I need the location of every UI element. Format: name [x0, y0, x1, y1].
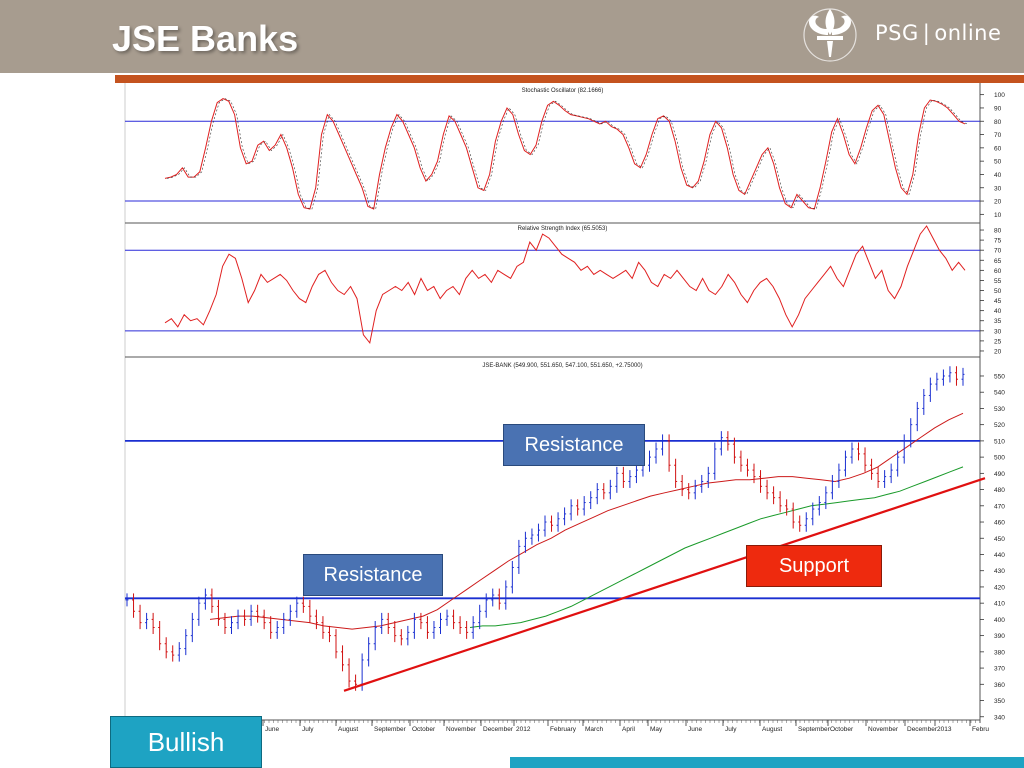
- y-tick-label: 80: [994, 119, 1002, 126]
- y-tick-label: 20: [994, 348, 1002, 355]
- y-tick-label: 70: [994, 132, 1002, 139]
- brand-product: online: [934, 21, 1002, 45]
- x-tick-label: August: [338, 726, 358, 733]
- x-tick-label: June: [265, 726, 279, 733]
- y-tick-label: 510: [994, 438, 1005, 445]
- x-tick-label: April: [622, 726, 636, 733]
- y-tick-label: 460: [994, 520, 1005, 527]
- signal-line: [166, 98, 968, 210]
- charts-svg: Stochastic Oscillator (82.1666) 10 20 30 40 5…: [124, 83, 1005, 733]
- brand-name: PSG: [875, 21, 919, 45]
- y-tick-label: 75: [994, 238, 1002, 245]
- x-tick-label: August: [762, 726, 782, 733]
- bottom-accent-bar: [510, 757, 1024, 768]
- y-tick-label: 100: [994, 92, 1005, 99]
- bullish-label: Bullish: [110, 716, 262, 768]
- y-tick-label: 350: [994, 698, 1005, 705]
- y-tick-label: 500: [994, 455, 1005, 462]
- y-tick-label: 490: [994, 471, 1005, 478]
- y-tick-label: 470: [994, 503, 1005, 510]
- accent-bar: [115, 75, 1024, 83]
- page-title: JSE Banks: [112, 18, 299, 59]
- y-tick-label: 60: [994, 268, 1002, 275]
- y-tick-label: 340: [994, 714, 1005, 721]
- y-tick-label: 20: [994, 199, 1002, 206]
- support-label: Support: [746, 545, 882, 587]
- y-tick-label: 80: [994, 228, 1002, 235]
- brand-logo: PSG | online: [795, 5, 1010, 65]
- x-tick-label: 2012: [516, 726, 531, 733]
- x-tick-label: October: [412, 726, 436, 733]
- y-tick-label: 10: [994, 212, 1002, 219]
- y-tick-label: 420: [994, 584, 1005, 591]
- x-tick-label: May: [650, 726, 663, 733]
- y-tick-label: 60: [994, 145, 1002, 152]
- y-tick-label: 50: [994, 288, 1002, 295]
- y-tick-label: 30: [994, 328, 1002, 335]
- y-tick-label: 440: [994, 552, 1005, 559]
- y-tick-label: 30: [994, 185, 1002, 192]
- slide-header: [0, 0, 1024, 73]
- y-tick-label: 50: [994, 159, 1002, 166]
- x-tick-label: July: [302, 726, 314, 733]
- moving-average-short-line: [209, 412, 964, 630]
- y-tick-label: 400: [994, 617, 1005, 624]
- y-tick-label: 45: [994, 298, 1002, 305]
- x-tick-label: December: [907, 726, 938, 733]
- y-tick-label: 390: [994, 633, 1005, 640]
- x-tick-label: July: [725, 726, 737, 733]
- x-tick-label: September: [374, 726, 407, 733]
- chart-area: Stochastic Oscillator (82.1666) 10 20 30 40 5…: [0, 83, 1024, 755]
- moving-average-long-line: [469, 466, 964, 628]
- y-tick-label: 90: [994, 105, 1002, 112]
- x-tick-label: November: [446, 726, 477, 733]
- y-tick-label: 450: [994, 536, 1005, 543]
- panel-title: Stochastic Oscillator (82.1666): [522, 88, 604, 94]
- resistance-label-upper: Resistance: [503, 424, 645, 466]
- y-tick-label: 540: [994, 390, 1005, 397]
- y-tick-label: 70: [994, 248, 1002, 255]
- y-tick-label: 35: [994, 318, 1002, 325]
- y-tick-label: 410: [994, 601, 1005, 608]
- x-tick-label: March: [585, 726, 603, 733]
- y-tick-label: 530: [994, 406, 1005, 413]
- brand-wordmark: PSG | online: [875, 21, 1002, 45]
- support-trendline: [343, 477, 986, 692]
- x-tick-label: 2013: [937, 726, 952, 733]
- y-tick-label: 430: [994, 568, 1005, 575]
- panel-title: Relative Strength Index (65.5053): [518, 226, 608, 232]
- panel-title: JSE-BANK (549.900, 551.650, 547.100, 551…: [482, 363, 642, 369]
- y-tick-label: 40: [994, 308, 1002, 315]
- y-tick-label: 380: [994, 649, 1005, 656]
- x-tick-label: October: [830, 726, 854, 733]
- y-tick-label: 55: [994, 278, 1002, 285]
- y-tick-label: 480: [994, 487, 1005, 494]
- y-tick-label: 65: [994, 258, 1002, 265]
- x-tick-label: Febru: [972, 726, 989, 733]
- y-tick-label: 520: [994, 422, 1005, 429]
- x-tick-label: November: [868, 726, 899, 733]
- oscillator-line: [164, 225, 966, 345]
- y-tick-label: 550: [994, 373, 1005, 380]
- x-tick-label: February: [550, 726, 577, 733]
- y-tick-label: 370: [994, 666, 1005, 673]
- oscillator-line: [164, 98, 966, 210]
- resistance-label-lower: Resistance: [303, 554, 443, 596]
- x-tick-label: September: [798, 726, 831, 733]
- y-tick-label: 25: [994, 338, 1002, 345]
- y-tick-label: 360: [994, 682, 1005, 689]
- x-tick-label: June: [688, 726, 702, 733]
- fleur-de-lis-icon: [803, 8, 857, 62]
- x-tick-label: December: [483, 726, 514, 733]
- y-tick-label: 40: [994, 172, 1002, 179]
